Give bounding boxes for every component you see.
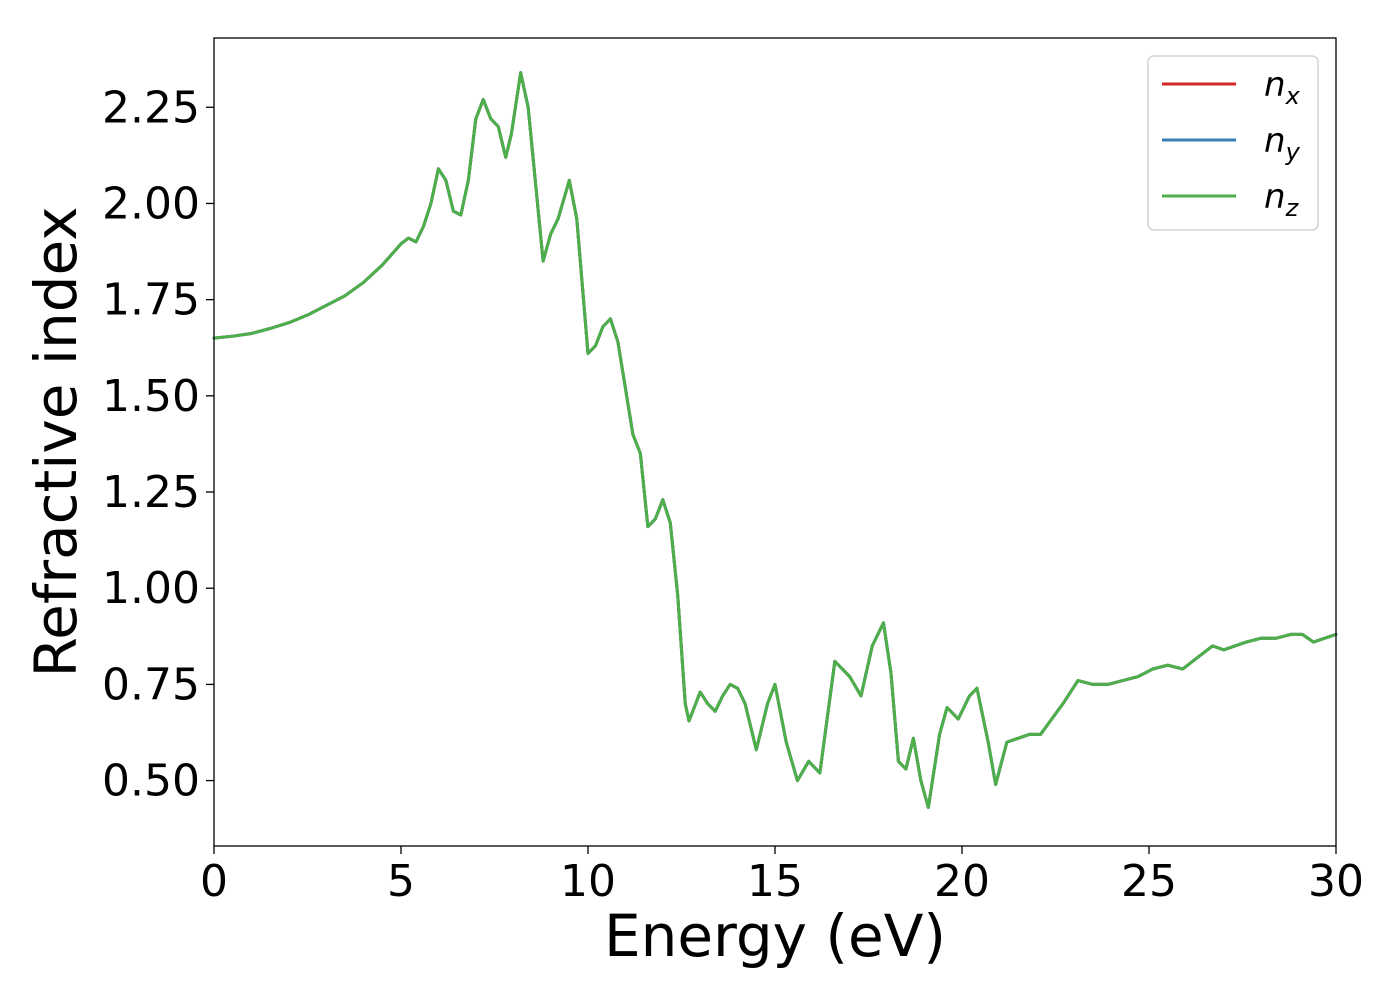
x-axis-ticks: 0 5 10 15 20 25 30 <box>200 846 1364 907</box>
legend-label-base: n <box>1264 121 1286 161</box>
series-line-nz <box>212 71 1338 810</box>
y-tick-label: 1.25 <box>102 467 200 518</box>
y-axis-label: Refractive index <box>22 206 90 677</box>
legend-label: nz <box>1264 177 1300 222</box>
y-axis-ticks: 0.50 0.75 1.00 1.25 1.50 1.75 2.00 2.25 <box>102 82 214 807</box>
y-tick-label: 1.00 <box>102 563 200 614</box>
y-tick-label: 2.25 <box>102 82 200 133</box>
x-tick-label: 15 <box>747 856 803 907</box>
y-tick-label: 1.50 <box>102 371 200 422</box>
x-tick-label: 20 <box>934 856 990 907</box>
legend-label-subscript: y <box>1285 138 1301 166</box>
y-tick-label: 1.75 <box>102 275 200 326</box>
x-axis-label: Energy (eV) <box>604 902 946 970</box>
legend-box <box>1147 55 1319 231</box>
x-tick-label: 30 <box>1308 856 1364 907</box>
legend-label-base: n <box>1264 177 1286 217</box>
x-tick-label: 10 <box>560 856 616 907</box>
legend-label: ny <box>1264 121 1301 166</box>
legend-label-subscript: x <box>1285 82 1301 110</box>
y-tick-label: 0.50 <box>102 756 200 807</box>
x-tick-label: 5 <box>387 856 415 907</box>
series-layer <box>212 71 1338 810</box>
x-tick-label: 0 <box>200 856 228 907</box>
legend-label: nx <box>1264 65 1301 110</box>
x-tick-label: 25 <box>1121 856 1177 907</box>
legend-label-subscript: z <box>1285 194 1300 222</box>
y-tick-label: 2.00 <box>102 178 200 229</box>
y-tick-label: 0.75 <box>102 659 200 710</box>
legend-label-base: n <box>1264 65 1286 105</box>
